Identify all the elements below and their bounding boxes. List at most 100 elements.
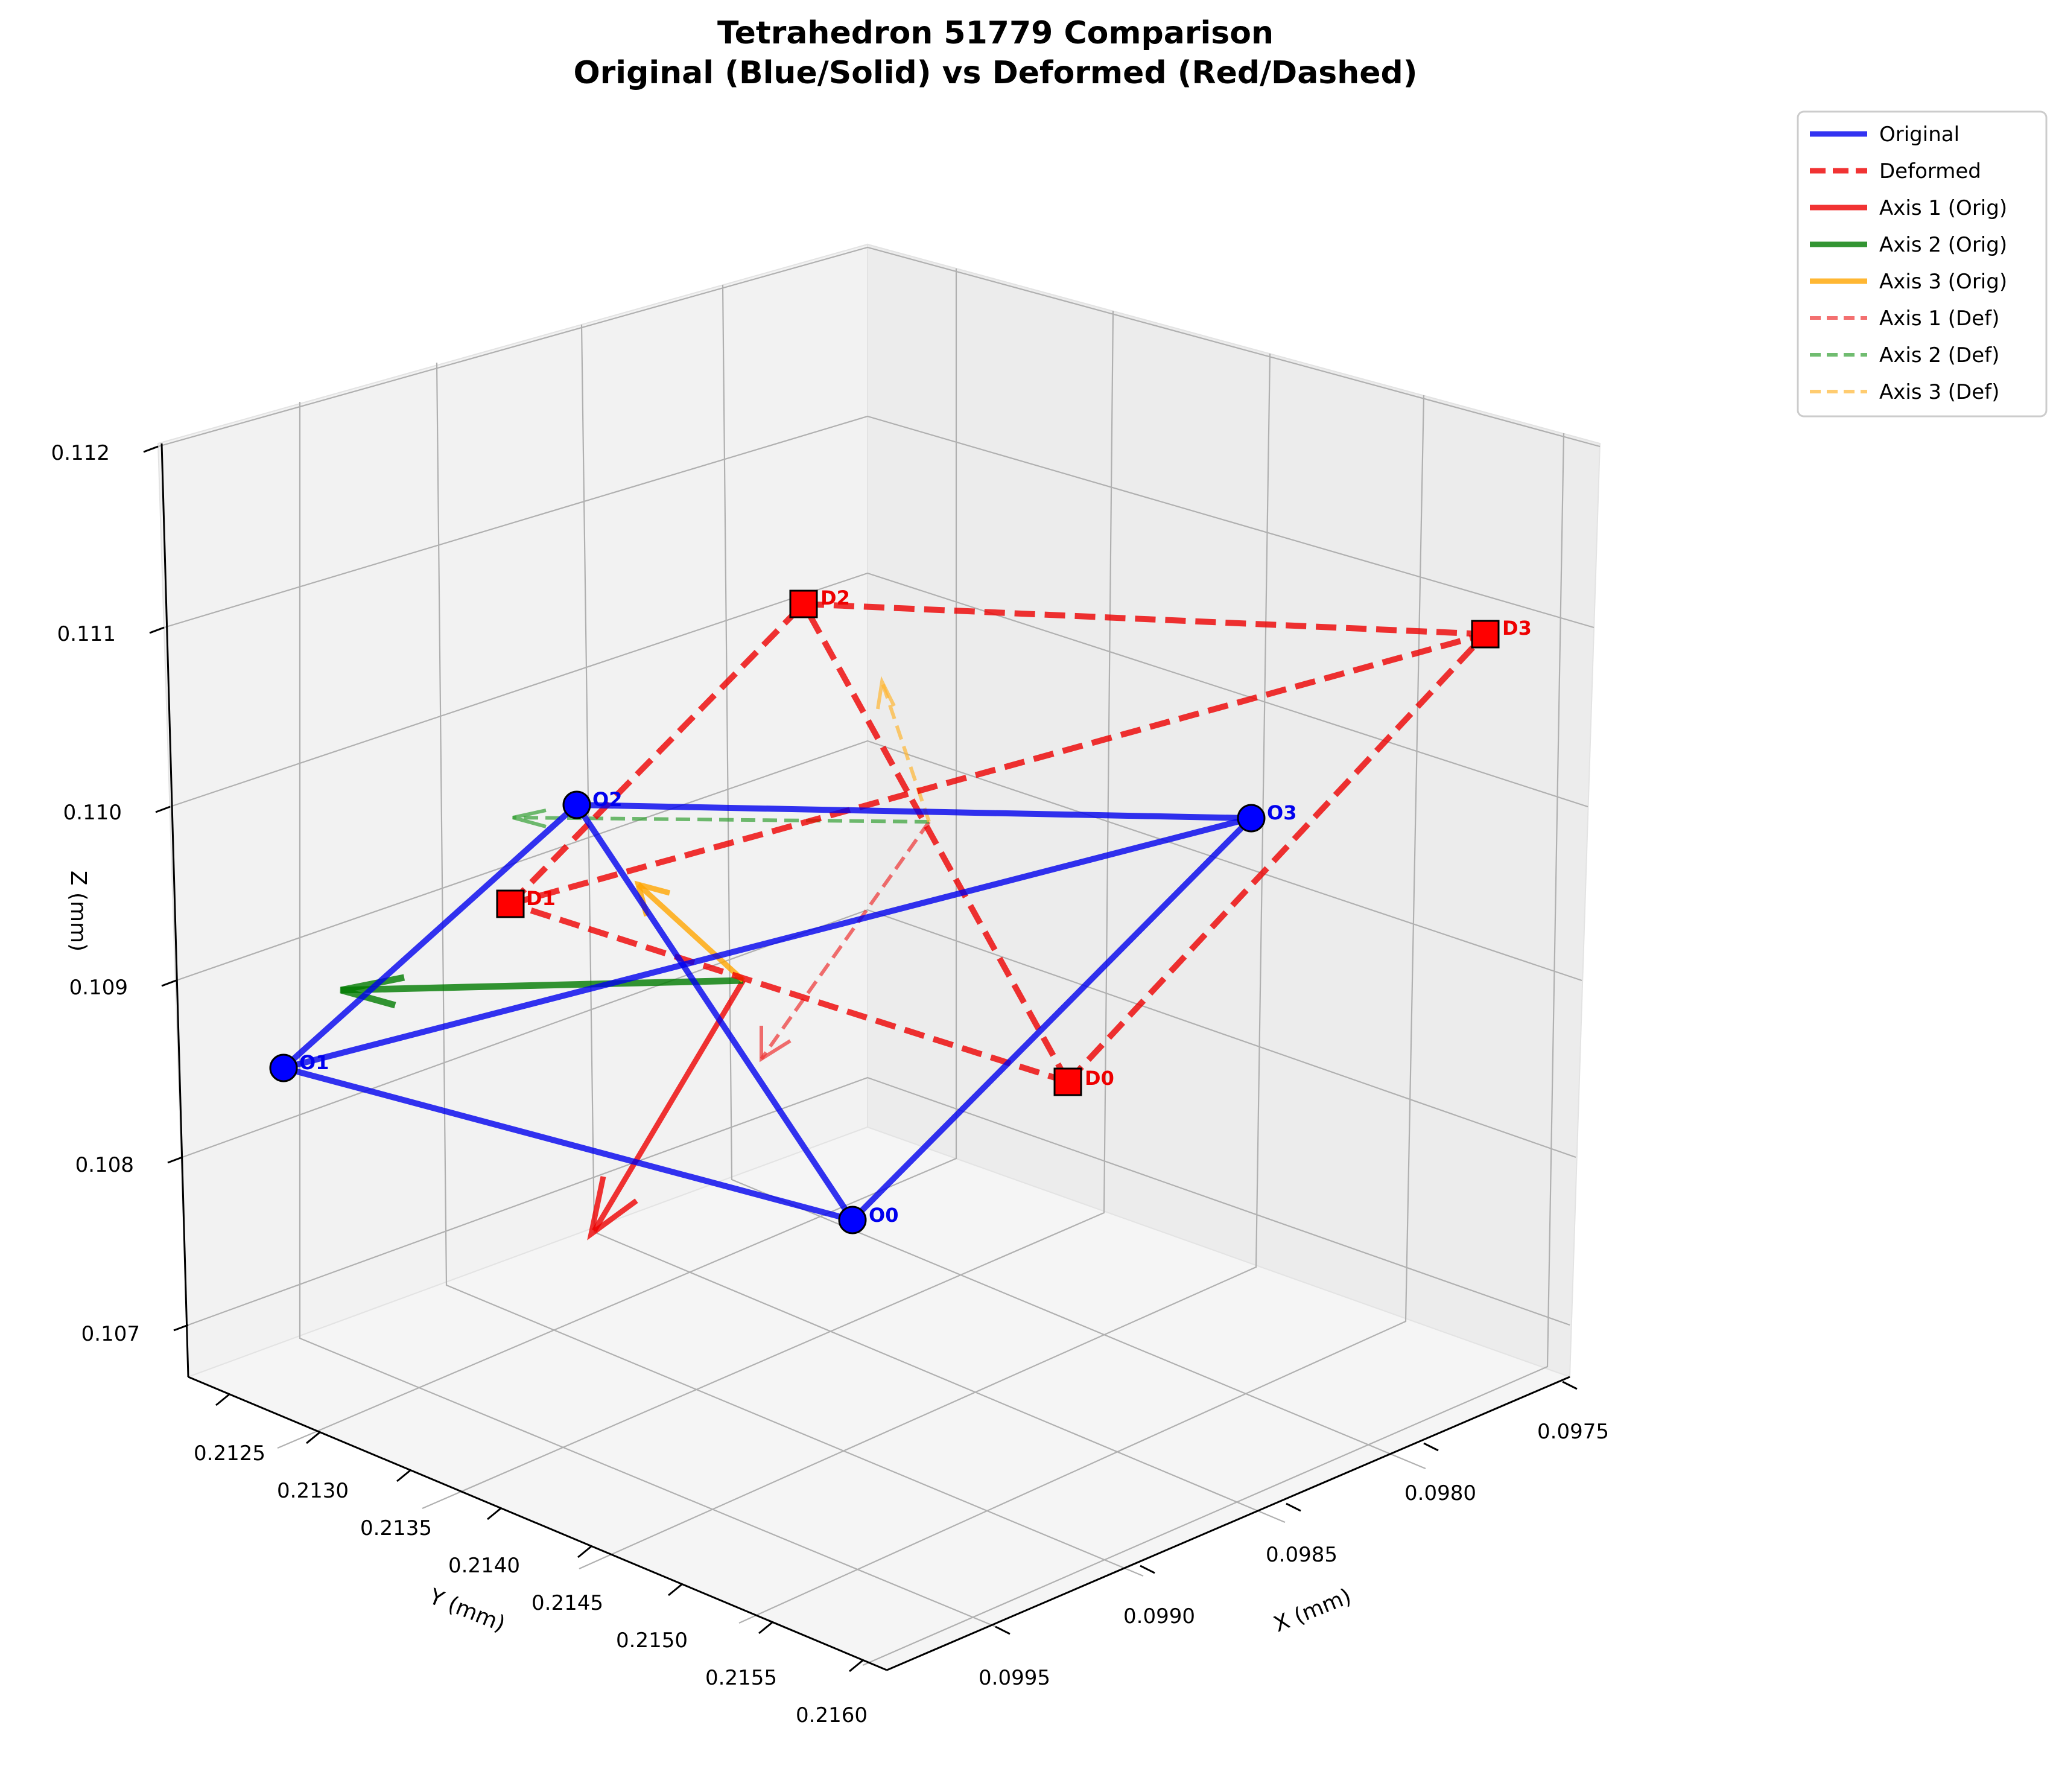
x-grid-line bbox=[579, 353, 1271, 1570]
deformed-edge-d1-d2 bbox=[508, 602, 806, 906]
legend-label: Deformed bbox=[1879, 159, 1981, 183]
legend: Original Deformed Axis 1 (Orig) Axis 2 (Ori… bbox=[1797, 110, 2048, 418]
z-axis-label: Z (mm) bbox=[66, 871, 90, 952]
deformed-edge-d0-d1 bbox=[509, 901, 1069, 1085]
deformed-vertex-d1 bbox=[496, 889, 525, 918]
y-tick-label: 0.2130 bbox=[277, 1479, 349, 1503]
y-tick-mark bbox=[215, 1393, 230, 1406]
deformed-edge-d0-d2 bbox=[801, 602, 1071, 1084]
x-tick-label: 0.0995 bbox=[979, 1666, 1050, 1690]
y-grid-line bbox=[299, 402, 1002, 1630]
legend-label: Axis 1 (Def) bbox=[1879, 307, 1999, 331]
z-grid-line bbox=[176, 740, 1582, 982]
x-tick-mark bbox=[1286, 1502, 1301, 1512]
original-vertex-label: O1 bbox=[299, 1051, 329, 1074]
legend-label: Axis 2 (Def) bbox=[1879, 343, 1999, 367]
z-grid-line bbox=[188, 1076, 1570, 1326]
z-tick-label: 0.109 bbox=[69, 976, 128, 1000]
deformed-tetrahedron bbox=[508, 601, 1488, 1085]
original-edge-o1-o2 bbox=[281, 802, 579, 1070]
y-grid-line bbox=[436, 362, 1144, 1577]
deformed-vertex-d0 bbox=[1053, 1067, 1082, 1096]
original-edge-o0-o1 bbox=[282, 1065, 854, 1223]
legend-entries: Original Deformed Axis 1 (Orig) Axis 2 (Ori… bbox=[1810, 122, 2007, 404]
y-tick-label: 0.2160 bbox=[796, 1703, 868, 1727]
x-tick-label: 0.0980 bbox=[1404, 1481, 1476, 1505]
original-vertex-o3 bbox=[1237, 804, 1266, 833]
z-tick-mark bbox=[149, 626, 165, 634]
legend-label: Axis 3 (Orig) bbox=[1879, 270, 2007, 294]
y-tick-mark bbox=[577, 1545, 592, 1558]
y-axis-line bbox=[188, 1376, 887, 1671]
y-tick-label: 0.2135 bbox=[360, 1516, 432, 1540]
z-tick-label: 0.108 bbox=[75, 1153, 134, 1177]
deformed-edge-d1-d3 bbox=[509, 631, 1487, 907]
y-tick-mark bbox=[396, 1469, 411, 1482]
y-tick-label: 0.2140 bbox=[448, 1554, 520, 1578]
original-edge-o0-o3 bbox=[850, 816, 1254, 1222]
z-tick-label: 0.107 bbox=[81, 1322, 140, 1346]
x-axis-label: X (mm) bbox=[1271, 1584, 1355, 1637]
deformed-principal-axes bbox=[512, 676, 931, 1063]
z-tick-label: 0.112 bbox=[51, 441, 110, 465]
legend-box bbox=[1797, 110, 2048, 418]
original-edge-o2-o3 bbox=[576, 802, 1252, 821]
z-grid-line bbox=[170, 572, 1588, 808]
x-grid-line bbox=[277, 268, 957, 1449]
x-axis-line bbox=[886, 1376, 1570, 1671]
axis-lines bbox=[160, 443, 1570, 1671]
original-vertex-label: O3 bbox=[1267, 801, 1296, 824]
x-tick-mark bbox=[1562, 1381, 1578, 1390]
z-grid-line bbox=[163, 415, 1594, 629]
deformed-vertex-d2 bbox=[789, 589, 818, 618]
deformed-vertex-label: D0 bbox=[1085, 1067, 1114, 1090]
axis2-def-arrowhead bbox=[512, 809, 547, 828]
z-tick-mark bbox=[173, 1324, 189, 1332]
x-tick-mark bbox=[1423, 1442, 1439, 1452]
x-ticks: 0.0975 0.0980 0.0985 0.0990 0.0995 bbox=[979, 1381, 1609, 1690]
axis3-def-arrowhead bbox=[876, 676, 896, 710]
z-tick-mark bbox=[155, 805, 171, 813]
original-edge-o0-o2 bbox=[574, 803, 855, 1222]
y-grid-line bbox=[722, 284, 1426, 1470]
z-grid-line bbox=[182, 909, 1576, 1158]
x-tick-label: 0.0990 bbox=[1123, 1604, 1195, 1628]
legend-label: Original bbox=[1879, 122, 1959, 147]
chart-title-line2: Original (Blue/Solid) vs Deformed (Red/D… bbox=[573, 55, 1417, 91]
y-tick-mark bbox=[668, 1583, 682, 1597]
legend-label: Axis 1 (Orig) bbox=[1879, 196, 2007, 220]
original-vertex-o1 bbox=[269, 1053, 298, 1082]
x-grid-line bbox=[422, 310, 1114, 1510]
z-tick-mark bbox=[161, 979, 177, 987]
original-edge-o1-o3 bbox=[282, 815, 1252, 1071]
y-tick-mark bbox=[487, 1507, 501, 1520]
y-tick-label: 0.2150 bbox=[616, 1628, 688, 1653]
grid-lines bbox=[157, 246, 1601, 1666]
axis3-def-line bbox=[880, 681, 931, 822]
x-grid-line bbox=[862, 433, 1565, 1666]
deformed-vertex-label: D3 bbox=[1502, 617, 1532, 640]
original-vertex-label: O0 bbox=[869, 1204, 898, 1227]
legend-label: Axis 3 (Def) bbox=[1879, 380, 1999, 404]
z-ticks: 0.107 0.108 0.109 0.110 0.111 0.112 bbox=[51, 441, 189, 1346]
z-tick-mark bbox=[143, 445, 159, 453]
deformed-vertex-label: D1 bbox=[526, 887, 556, 910]
deformed-vertex-d3 bbox=[1471, 620, 1500, 649]
original-vertices: O0 O1 O2 O3 bbox=[269, 788, 1296, 1234]
axis2-def-line bbox=[512, 816, 930, 824]
x-tick-label: 0.0985 bbox=[1266, 1543, 1337, 1567]
z-axis-line bbox=[160, 443, 189, 1377]
deformed-edge-d2-d3 bbox=[803, 601, 1486, 637]
axis2-orig-line bbox=[340, 977, 744, 994]
z-tick-label: 0.110 bbox=[63, 801, 122, 825]
z-grid-line bbox=[157, 246, 1601, 448]
original-vertex-label: O2 bbox=[592, 788, 622, 811]
y-tick-mark bbox=[849, 1659, 863, 1673]
y-tick-mark bbox=[758, 1621, 773, 1635]
deformed-edge-d0-d3 bbox=[1065, 632, 1488, 1084]
original-vertex-o2 bbox=[562, 790, 591, 819]
chart-title-line1: Tetrahedron 51779 Comparison bbox=[717, 15, 1274, 51]
x-tick-label: 0.0975 bbox=[1537, 1420, 1609, 1444]
y-tick-label: 0.2155 bbox=[705, 1666, 777, 1690]
